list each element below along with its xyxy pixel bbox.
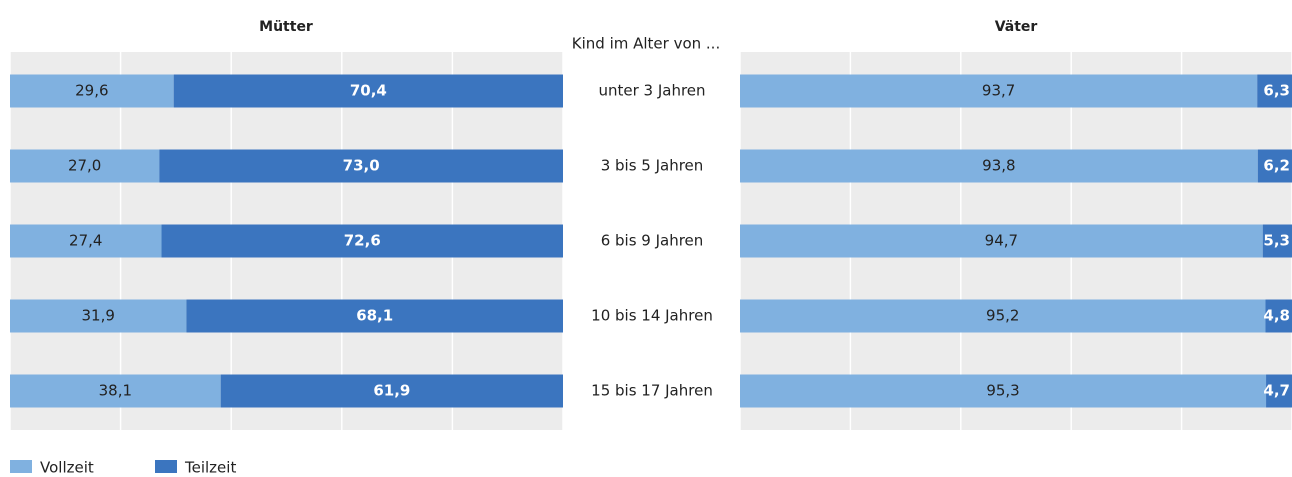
data-label: 4,7 — [1263, 382, 1290, 400]
bar — [159, 149, 563, 183]
bar — [10, 149, 160, 183]
legend-label: Vollzeit — [40, 459, 94, 477]
bar — [10, 299, 187, 333]
category-label: 3 bis 5 Jahren — [601, 157, 704, 175]
axis-label: Kind im Alter von ... — [572, 35, 720, 53]
data-label: 95,2 — [986, 307, 1019, 325]
legend-swatch — [10, 460, 32, 473]
bar — [220, 374, 563, 408]
data-label: 95,3 — [986, 382, 1019, 400]
data-label: 70,4 — [350, 82, 387, 100]
data-label: 6,3 — [1263, 82, 1290, 100]
bar — [1265, 299, 1292, 333]
data-label: 31,9 — [82, 307, 115, 325]
data-label: 5,3 — [1263, 232, 1290, 250]
bar — [1262, 224, 1292, 258]
bar — [740, 149, 1258, 183]
bar — [10, 374, 221, 408]
bar — [740, 224, 1263, 258]
bar — [740, 299, 1266, 333]
data-label: 72,6 — [344, 232, 381, 250]
bar — [161, 224, 563, 258]
data-label: 38,1 — [99, 382, 132, 400]
bar — [186, 299, 564, 333]
data-label: 27,0 — [68, 157, 101, 175]
data-label: 93,8 — [982, 157, 1015, 175]
bar — [740, 74, 1258, 108]
data-label: 6,2 — [1263, 157, 1290, 175]
chart-title: Mütter — [259, 19, 313, 35]
bar — [10, 74, 174, 108]
data-label: 68,1 — [356, 307, 393, 325]
category-label: 15 bis 17 Jahren — [591, 382, 713, 400]
category-label: 6 bis 9 Jahren — [601, 232, 704, 250]
data-label: 29,6 — [75, 82, 108, 100]
bar — [740, 374, 1267, 408]
data-label: 93,7 — [982, 82, 1015, 100]
data-label: 73,0 — [343, 157, 380, 175]
category-label: unter 3 Jahren — [598, 82, 705, 100]
bar — [1257, 149, 1292, 183]
bar — [10, 224, 162, 258]
bar — [1257, 74, 1292, 108]
bar — [173, 74, 564, 108]
data-label: 27,4 — [69, 232, 102, 250]
chart-title: Väter — [995, 19, 1038, 35]
legend-swatch — [155, 460, 177, 473]
data-label: 94,7 — [985, 232, 1018, 250]
bar — [1266, 374, 1292, 408]
data-label: 61,9 — [373, 382, 410, 400]
data-label: 4,8 — [1263, 307, 1290, 325]
category-label: 10 bis 14 Jahren — [591, 307, 713, 325]
legend-label: Teilzeit — [184, 459, 236, 477]
